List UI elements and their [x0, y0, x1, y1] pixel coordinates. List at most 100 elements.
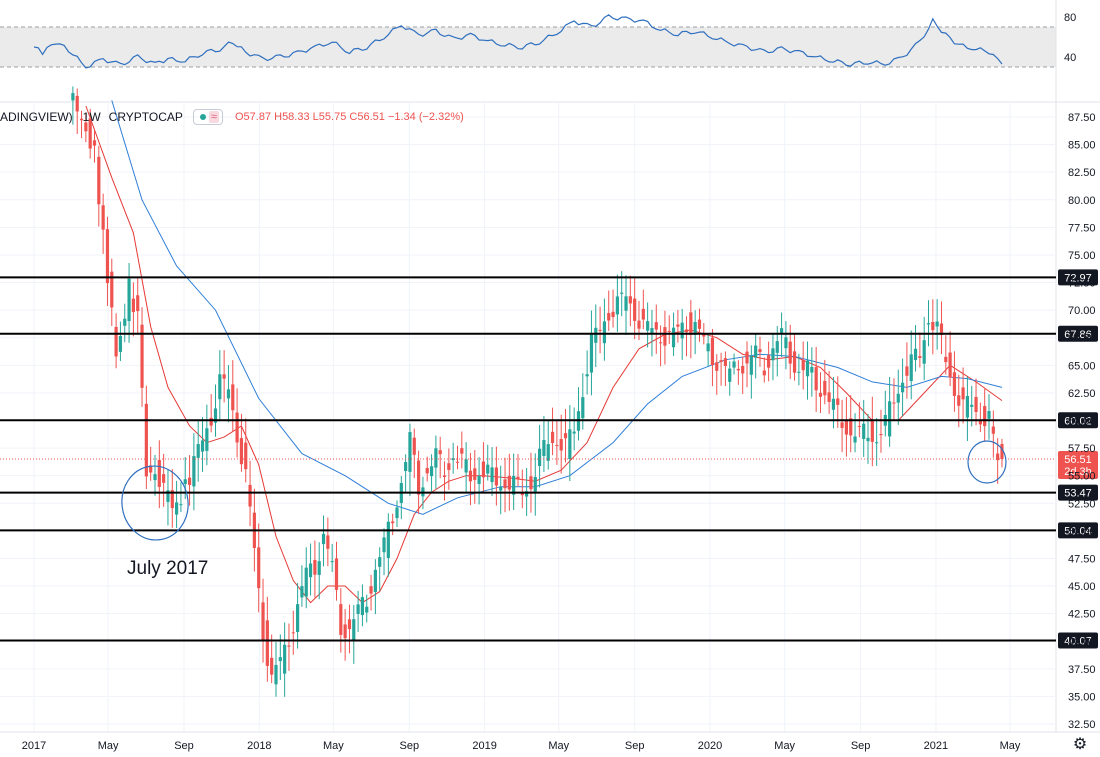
symbol-legend[interactable]: ADINGVIEW) 1W CRYPTOCAP ≈ O57.87 H58.33 … [0, 108, 464, 126]
candle-body [563, 433, 568, 439]
chart-grid [0, 102, 1056, 732]
interval-label[interactable]: 1W [82, 110, 101, 124]
candle-body [633, 298, 637, 321]
level-tag: 60.02 [1058, 412, 1098, 429]
candle-body [321, 533, 326, 545]
candle-body [961, 387, 965, 400]
candle-body [235, 412, 239, 443]
candle-body [114, 327, 118, 357]
current-price-label: 56.51 [1064, 454, 1092, 466]
candle-body [637, 320, 641, 329]
time-tick-label: May [548, 740, 569, 752]
candle-body [935, 321, 939, 327]
candle-body [970, 404, 974, 407]
candle-body [542, 440, 546, 456]
candle-body [179, 504, 183, 506]
candle-body [144, 403, 148, 477]
candle-body [300, 586, 304, 598]
candle-body [209, 417, 213, 426]
candle-body [490, 467, 494, 483]
price-tick-label: 62.50 [1068, 388, 1096, 400]
price-tick-label: 40.00 [1068, 636, 1096, 648]
current-circle [967, 440, 1007, 484]
candle-body [438, 450, 442, 455]
price-axis[interactable]: 87.50 85.00 82.50 80.00 77.50 75.00 72.50 70.00… [1068, 112, 1096, 731]
candle-body [183, 479, 187, 485]
candle-body [797, 371, 801, 373]
candle-body [408, 432, 412, 472]
rsi-tick-label: 80 [1064, 12, 1076, 24]
price-tick-label: 47.50 [1068, 553, 1096, 565]
candle-body [326, 535, 330, 549]
candle-body [684, 329, 689, 333]
market-status-pill[interactable]: ≈ [192, 109, 223, 125]
candle-body [153, 474, 157, 481]
candle-body [200, 440, 205, 452]
candle-body [620, 292, 624, 294]
settings-gear-icon[interactable]: ⚙ [1072, 736, 1088, 753]
candle-body [257, 547, 261, 589]
compare-icon: ≈ [208, 111, 219, 123]
candle-body [365, 606, 369, 613]
candle-body [559, 439, 563, 451]
candle-body [607, 313, 611, 321]
candle-body [84, 122, 88, 132]
time-axis[interactable]: 2017 May Sep 2018 May Sep 2019 May Sep 2020 May Sep… [0, 731, 1100, 757]
candle-body [429, 466, 434, 477]
candle-body [654, 322, 658, 330]
candle-body [849, 418, 853, 436]
candle-body [952, 372, 957, 396]
candle-body [784, 337, 788, 349]
candle-body [948, 352, 952, 378]
candle-body [464, 459, 468, 473]
current-price-tag [1058, 451, 1098, 480]
candle-body [308, 563, 313, 578]
candle-body [317, 561, 321, 575]
candle-body [460, 448, 464, 454]
countdown-label: 2d 3h [1064, 466, 1092, 478]
candle-body [792, 351, 797, 373]
candle-body [931, 321, 935, 331]
candle-body [97, 156, 101, 205]
level-tag-bg [1058, 269, 1098, 286]
level-tag-label: 53.47 [1064, 488, 1092, 500]
candle-body [710, 337, 715, 366]
candle-body [334, 558, 339, 590]
candle-body [416, 460, 421, 495]
market-open-icon [199, 114, 206, 120]
candle-body [879, 433, 883, 436]
candle-body [477, 476, 481, 484]
time-axis-bg [0, 732, 1100, 757]
candle-body [581, 397, 585, 419]
july-2017-annotation[interactable]: July 2017 [127, 558, 209, 579]
candle-body [434, 448, 438, 468]
candle-body [650, 328, 654, 335]
level-tag: 72.97 [1058, 269, 1098, 286]
candle-body [425, 467, 429, 474]
candle-body [987, 410, 991, 419]
candle-body [149, 465, 153, 473]
candle-body [546, 444, 550, 461]
symbol-name[interactable]: ADINGVIEW) [0, 110, 73, 124]
candle-body [598, 329, 602, 331]
candle-body [473, 468, 477, 480]
candle-body [983, 406, 987, 427]
candle-body [127, 278, 131, 322]
candle-body [529, 476, 533, 490]
candle-body [944, 356, 948, 363]
candle-body [131, 298, 135, 313]
candle-body [602, 321, 607, 344]
candle-body [88, 118, 92, 149]
exchange-label[interactable]: CRYPTOCAP [108, 110, 183, 124]
price-tick-label: 37.50 [1068, 664, 1096, 676]
ohlc-high: H58.33 [274, 111, 310, 123]
candle-body [296, 604, 300, 632]
candle-body [118, 335, 123, 352]
time-tick-label: May [323, 740, 344, 752]
candle-body [412, 437, 416, 455]
candle-body [589, 334, 594, 373]
price-tick-label: 80.00 [1068, 195, 1096, 207]
candle-body [369, 586, 373, 594]
candle-body [386, 521, 390, 558]
